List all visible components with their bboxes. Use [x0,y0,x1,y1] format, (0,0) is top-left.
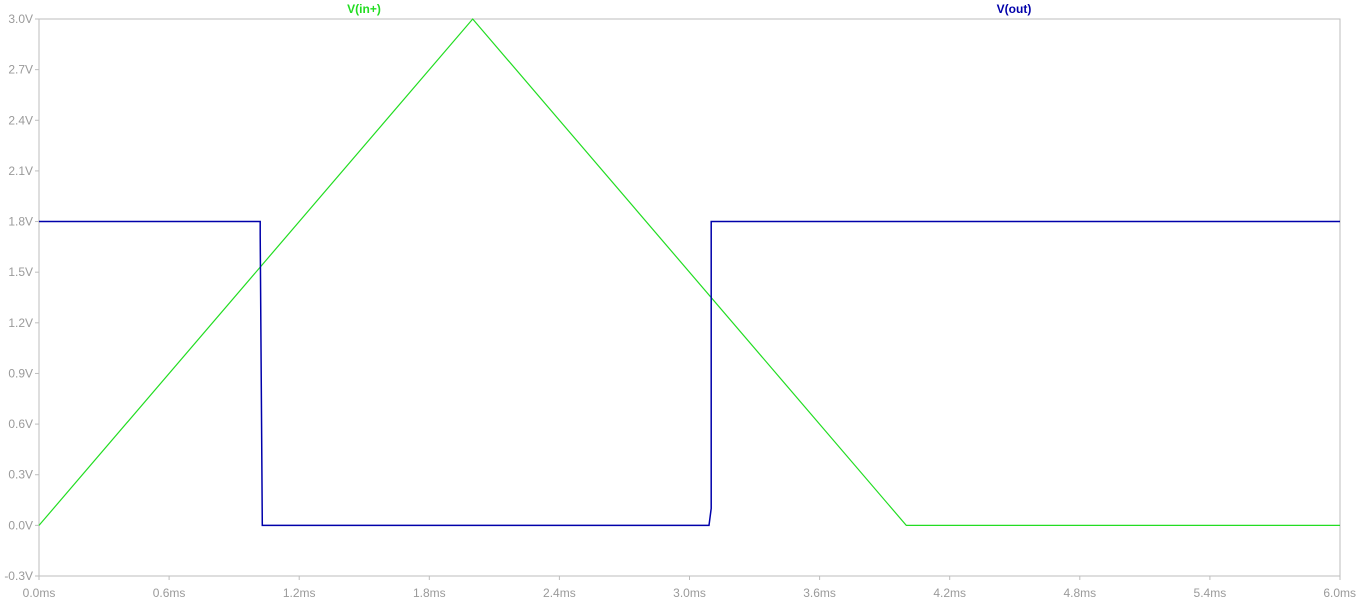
legend-label-vout: V(out) [997,2,1032,16]
series-line-vin [38,18,1340,527]
chart-axes [35,18,1341,580]
y-tick-label: 2.4V [8,113,33,127]
x-tick-label: 1.8ms [413,586,446,600]
y-tick-label: 2.7V [8,63,33,77]
legend: V(in+) V(out) [347,2,1031,16]
x-tick-label: 4.8ms [1063,586,1096,600]
x-tick-label: 0.0ms [23,586,56,600]
y-tick-label: 1.8V [8,215,33,229]
y-tick-label: 0.3V [8,468,33,482]
series-line-vout [39,220,1340,527]
series-lines [38,18,1340,527]
y-tick-label: 1.2V [8,316,33,330]
x-tick-label: 5.4ms [1194,586,1227,600]
y-tick-label: 0.9V [8,366,33,380]
x-tick-label: 2.4ms [543,586,576,600]
x-tick-labels: 0.0ms 0.6ms 1.2ms 1.8ms 2.4ms 3.0ms 3.6ms 4.2ms… [23,586,1356,600]
y-tick-label: 0.0V [8,518,33,532]
y-tick-label: 1.5V [8,265,33,279]
legend-label-vin: V(in+) [347,2,381,16]
x-tick-label: 6.0ms [1323,586,1356,600]
x-tick-label: 0.6ms [153,586,186,600]
x-tick-label: 3.6ms [803,586,836,600]
x-tick-label: 1.2ms [283,586,316,600]
y-tick-label: 3.0V [8,12,33,26]
y-tick-labels: -0.3V 0.0V 0.3V 0.6V 0.9V 1.2V 1.5V 1.8V 2.1V 2.4… [4,12,33,583]
x-tick-label: 4.2ms [933,586,966,600]
x-tick-label: 3.0ms [673,586,706,600]
y-tick-label: 0.6V [8,417,33,431]
y-tick-label: -0.3V [4,569,33,583]
y-tick-label: 2.1V [8,164,33,178]
